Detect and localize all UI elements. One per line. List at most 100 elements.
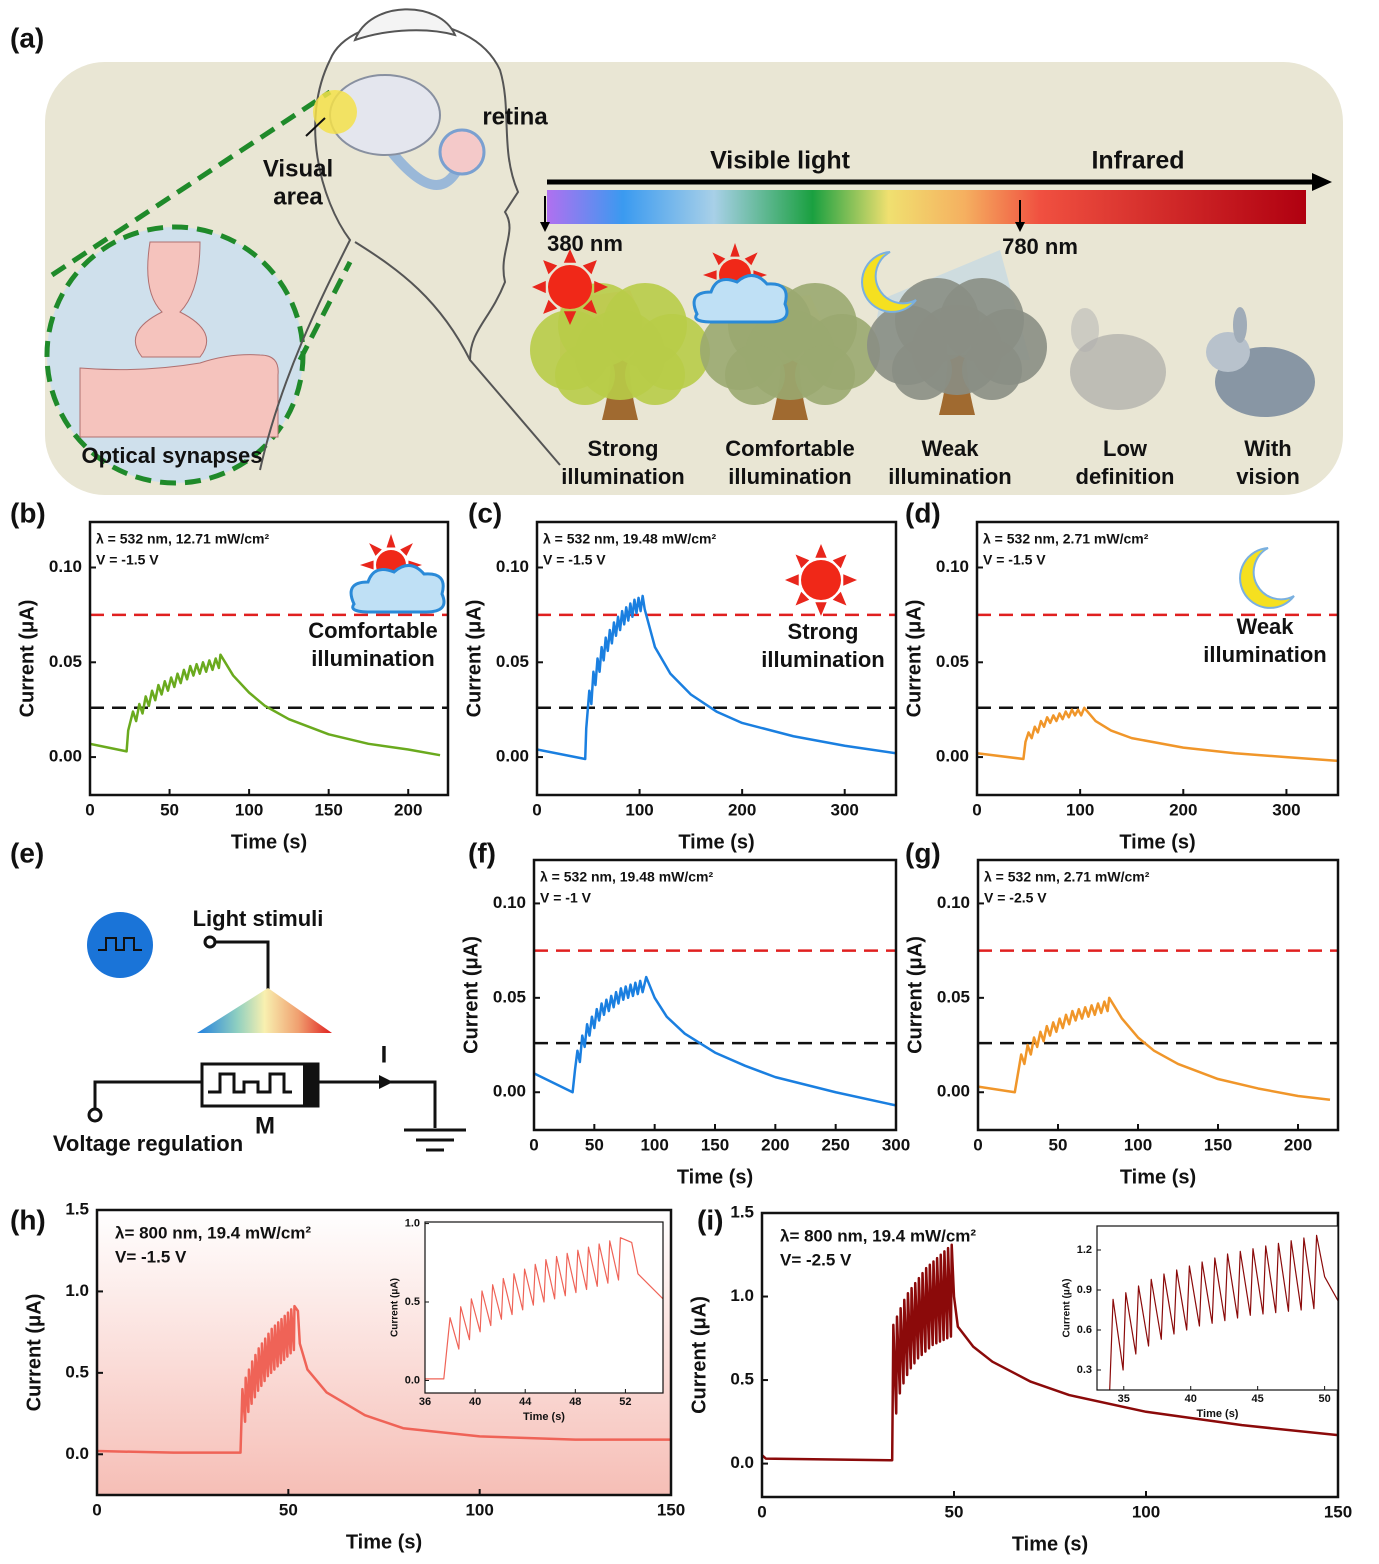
sun-ray (400, 543, 413, 556)
condition-label: Weak (1236, 614, 1294, 639)
x-axis-label: Time (s) (1120, 1166, 1196, 1188)
x-tick-label: 100 (1124, 1135, 1152, 1154)
spectrum-bar (547, 190, 1306, 224)
spectrum-label: Visible light (710, 147, 851, 175)
x-tick-label: 50 (1318, 1393, 1330, 1405)
annotation: λ= 800 nm, 19.4 mW/cm² (780, 1226, 976, 1245)
x-tick-label: 0 (972, 800, 981, 819)
y-tick-label: 0.10 (493, 893, 526, 912)
x-tick-label: 300 (882, 1135, 910, 1154)
annotation: λ = 532 nm, 12.71 mW/cm² (96, 531, 269, 547)
x-axis-label: Time (s) (678, 831, 754, 853)
caption: vision (1236, 464, 1300, 489)
y-tick-label: 0.9 (1077, 1284, 1092, 1296)
x-tick-label: 0 (92, 1500, 101, 1519)
condition-label: Comfortable (308, 618, 438, 643)
x-axis-label: Time (s) (1119, 831, 1195, 853)
light-cone (197, 988, 332, 1033)
current-label: I (381, 1041, 388, 1068)
y-tick-label: 1.5 (730, 1202, 754, 1221)
sun-ray (815, 544, 826, 558)
y-axis-label: Current (μA) (390, 1278, 401, 1337)
x-tick-label: 200 (394, 800, 422, 819)
cloud (351, 565, 444, 612)
panel-label: (g) (905, 837, 941, 868)
x-tick-label: 150 (701, 1135, 729, 1154)
sun (548, 265, 592, 309)
x-tick-label: 250 (821, 1135, 849, 1154)
x-tick-label: 150 (1324, 1502, 1352, 1521)
sun (801, 560, 841, 600)
annotation: V = -1.5 V (983, 552, 1046, 568)
spectrum-label: Infrared (1091, 147, 1184, 175)
x-tick-label: 45 (1252, 1393, 1264, 1405)
x-axis-label: Time (s) (1197, 1408, 1239, 1420)
y-tick-label: 0.05 (49, 652, 82, 671)
rabbit-ear (1233, 307, 1247, 343)
y-tick-label: 0.10 (936, 557, 969, 576)
y-tick-label: 1.0 (730, 1286, 754, 1305)
x-tick-label: 300 (1272, 800, 1300, 819)
caption: illumination (728, 464, 851, 489)
y-tick-label: 0.0 (405, 1374, 420, 1386)
x-tick-label: 100 (625, 800, 653, 819)
y-tick-label: 0.05 (496, 652, 529, 671)
visual-area (313, 90, 357, 134)
x-tick-label: 150 (1204, 1135, 1232, 1154)
data-line (977, 708, 1338, 761)
x-tick-label: 100 (465, 1500, 493, 1519)
panel-label: (i) (697, 1204, 723, 1235)
data-line (534, 977, 896, 1105)
y-axis-label: Current (μA) (460, 936, 482, 1054)
x-tick-label: 0 (532, 800, 541, 819)
y-axis-label: Current (μA) (688, 1296, 710, 1414)
y-tick-label: 0.00 (49, 747, 82, 766)
annotation: V = -2.5 V (984, 890, 1047, 906)
wavelength-label: 780 nm (1002, 234, 1078, 259)
blurry-rabbit (1071, 308, 1099, 352)
annotation: V = -1.5 V (543, 552, 606, 568)
x-tick-label: 50 (279, 1500, 298, 1519)
y-tick-label: 0.00 (936, 747, 969, 766)
wire (318, 1082, 435, 1128)
y-tick-label: 0.5 (65, 1362, 89, 1381)
y-tick-label: 0.10 (49, 557, 82, 576)
x-axis-label: Time (s) (1012, 1533, 1088, 1555)
annotation: V= -1.5 V (115, 1247, 187, 1266)
caption: Low (1103, 436, 1148, 461)
x-tick-label: 50 (160, 800, 179, 819)
x-tick-label: 36 (419, 1396, 431, 1408)
x-axis-label: Time (s) (523, 1411, 565, 1423)
x-tick-label: 0 (529, 1135, 538, 1154)
annotation: λ = 532 nm, 2.71 mW/cm² (983, 531, 1149, 547)
light-source (87, 912, 153, 978)
condition-label: illumination (761, 647, 884, 672)
x-tick-label: 40 (1185, 1393, 1197, 1405)
y-tick-label: 0.00 (937, 1082, 970, 1101)
x-tick-label: 100 (235, 800, 263, 819)
caption: With (1244, 436, 1291, 461)
y-axis-label: Current (μA) (1062, 1279, 1073, 1338)
annotation: V= -2.5 V (780, 1250, 852, 1269)
x-tick-label: 50 (585, 1135, 604, 1154)
y-tick-label: 0.5 (730, 1370, 754, 1389)
annotation: λ = 532 nm, 2.71 mW/cm² (984, 869, 1150, 885)
voltage-label: Voltage regulation (53, 1131, 243, 1156)
x-tick-label: 150 (314, 800, 342, 819)
y-tick-label: 0.10 (937, 893, 970, 912)
condition-label: illumination (311, 646, 434, 671)
x-axis-label: Time (s) (677, 1166, 753, 1188)
sun-ray (360, 561, 374, 570)
tree-crown (625, 345, 685, 405)
x-axis-label: Time (s) (346, 1531, 422, 1553)
x-tick-label: 200 (1169, 800, 1197, 819)
caption: illumination (561, 464, 684, 489)
x-tick-label: 0 (757, 1502, 766, 1521)
x-tick-label: 0 (973, 1135, 982, 1154)
visual-area-label: Visual (263, 155, 333, 182)
annotation: λ = 532 nm, 19.48 mW/cm² (543, 531, 716, 547)
y-axis-label: Current (μA) (463, 600, 485, 718)
terminal (205, 937, 215, 947)
tree-crown (962, 340, 1022, 400)
y-tick-label: 0.0 (730, 1453, 754, 1472)
